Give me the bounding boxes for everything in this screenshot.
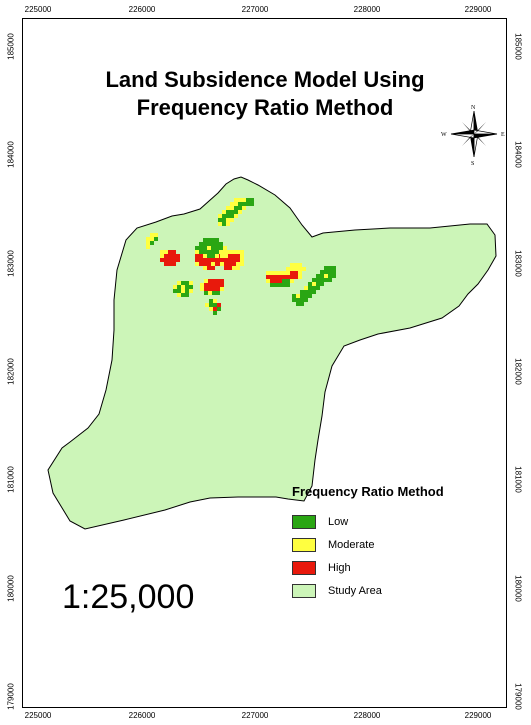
legend-label-study-area: Study Area [328,585,382,597]
northing-label-left: 179000 [6,683,16,710]
legend-item-low: Low [292,511,492,533]
map-title-line-2: Frequency Ratio Method [136,95,394,120]
scale-ratio: 1:25,000 [62,578,195,616]
northing-label-left: 180000 [6,575,16,602]
legend-swatch-moderate [292,538,316,552]
legend-swatch-study-area [292,584,316,598]
legend-label-high: High [328,562,351,574]
legend-item-high: High [292,557,492,579]
east-label: E [501,132,505,138]
northing-label-left: 182000 [6,358,16,385]
northing-label-left: 185000 [6,33,16,60]
map-title: Land Subsidence Model Using Frequency Ra… [32,66,498,122]
northing-label-right: 183000 [513,250,523,277]
easting-label-top: 229000 [464,5,492,14]
easting-label-bottom: 229000 [464,711,492,720]
north-label: N [471,105,476,111]
easting-label-bottom: 228000 [353,711,381,720]
northing-label-right: 184000 [513,141,523,168]
easting-label-top: 225000 [24,5,52,14]
legend-item-moderate: Moderate [292,534,492,556]
easting-label-top: 226000 [128,5,156,14]
northing-label-right: 182000 [513,358,523,385]
northing-label-left: 183000 [6,250,16,277]
legend-item-study-area: Study Area [292,580,492,602]
legend-label-low: Low [328,516,349,528]
easting-label-bottom: 227000 [241,711,269,720]
easting-label-top: 227000 [241,5,269,14]
legend: Frequency Ratio Method Low Moderate High… [292,484,492,603]
northing-label-right: 179000 [513,683,523,710]
legend-title: Frequency Ratio Method [292,484,444,499]
legend-label-moderate: Moderate [328,539,375,551]
legend-swatch-low [292,515,316,529]
northing-label-right: 180000 [513,575,523,602]
map-title-line-1: Land Subsidence Model Using [105,67,425,92]
northing-label-left: 184000 [6,141,16,168]
west-label: W [441,132,447,138]
south-label: S [471,161,474,167]
northing-label-left: 181000 [6,466,16,493]
northing-label-right: 181000 [513,466,523,493]
easting-label-top: 228000 [353,5,381,14]
easting-label-bottom: 226000 [128,711,156,720]
legend-swatch-high [292,561,316,575]
northing-label-right: 185000 [513,33,523,60]
easting-label-bottom: 225000 [24,711,52,720]
north-arrow-icon: N S W E [440,101,510,167]
